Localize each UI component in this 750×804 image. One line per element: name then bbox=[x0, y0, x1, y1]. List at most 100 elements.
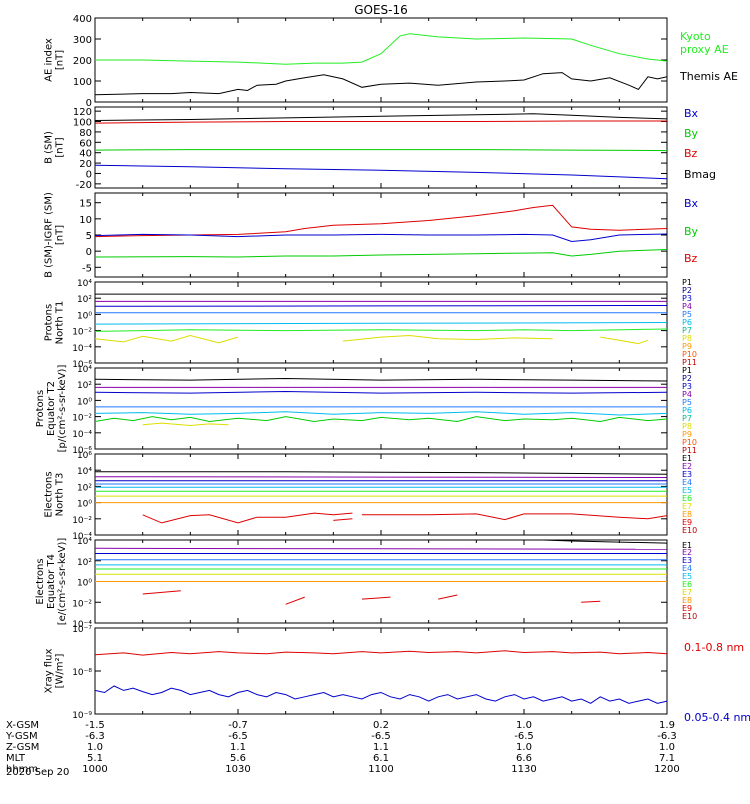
x-tick-label: 1130 bbox=[511, 764, 536, 775]
series-line-kyoto-proxy-ae bbox=[95, 34, 667, 64]
x-tick-label: 1200 bbox=[654, 764, 679, 775]
y-axis-label: North T3 bbox=[55, 473, 66, 517]
series-line-e2 bbox=[95, 477, 667, 478]
series-line-e9 bbox=[362, 597, 391, 599]
y-axis-label: [p/(cm²-s-sr-keV)] bbox=[57, 365, 68, 453]
x-axis-row-label: MLT bbox=[6, 753, 26, 764]
series-line-e9 bbox=[362, 514, 667, 520]
y-tick-label: 5 bbox=[86, 231, 92, 242]
series-line-e9 bbox=[286, 597, 305, 604]
x-axis-row-label: Y-GSM bbox=[5, 731, 38, 742]
y-tick-label: -5 bbox=[82, 263, 92, 274]
series-line-bx bbox=[95, 165, 667, 179]
series-line-e9 bbox=[143, 591, 181, 594]
panel-frame bbox=[95, 628, 667, 714]
legend-entry: Bx bbox=[684, 107, 699, 120]
series-line-themis-ae bbox=[95, 73, 667, 95]
y-axis-label: B (SM) bbox=[44, 131, 55, 164]
series-line-e1 bbox=[95, 472, 667, 475]
y-tick-label: 10² bbox=[77, 483, 92, 493]
legend-entry: By bbox=[684, 225, 699, 238]
y-tick-label: 400 bbox=[73, 14, 92, 25]
series-line-p8 bbox=[343, 336, 553, 342]
series-line-p7 bbox=[95, 417, 667, 422]
x-axis-row-label: X-GSM bbox=[6, 720, 39, 731]
x-tick-label: 0.2 bbox=[373, 720, 389, 731]
legend-entry: Bx bbox=[684, 197, 699, 210]
legend-entry: E10 bbox=[682, 526, 697, 535]
y-tick-label: 10⁴ bbox=[77, 365, 92, 375]
y-tick-label: 10⁻² bbox=[72, 328, 92, 338]
y-tick-label: 0 bbox=[86, 247, 92, 258]
series-line-p3 bbox=[95, 306, 667, 307]
legend-entry: Bmag bbox=[684, 168, 716, 181]
panel-frame bbox=[95, 454, 667, 535]
y-tick-label: 10⁰ bbox=[77, 397, 92, 407]
y-tick-label: 10⁻² bbox=[72, 599, 92, 609]
legend-entry: Themis AE bbox=[679, 70, 738, 83]
x-tick-label: 1.0 bbox=[516, 720, 532, 731]
y-axis-label: North T1 bbox=[55, 301, 66, 345]
y-axis-label: Xray flux bbox=[44, 649, 55, 694]
x-tick-label: 5.1 bbox=[87, 753, 103, 764]
legend-entry: Bz bbox=[684, 147, 698, 160]
y-tick-label: 10⁻² bbox=[72, 516, 92, 526]
y-axis-label: [e/(cm²-s-sr-keV)] bbox=[57, 538, 68, 626]
y-tick-label: 10⁰ bbox=[77, 311, 92, 321]
y-tick-label: 100 bbox=[73, 77, 92, 88]
date-label: 2020 Sep 20 bbox=[6, 767, 69, 778]
y-tick-label: 10⁻⁸ bbox=[72, 668, 92, 678]
legend-entry: Bz bbox=[684, 252, 698, 265]
series-line-by bbox=[95, 150, 667, 151]
y-axis-label: Electrons bbox=[44, 471, 55, 517]
y-tick-label: 200 bbox=[73, 56, 92, 67]
y-axis-label: Electrons bbox=[35, 558, 46, 604]
legend-entry: 0.1-0.8 nm bbox=[684, 641, 744, 654]
x-tick-label: 1.0 bbox=[659, 742, 675, 753]
legend-entry: By bbox=[684, 127, 699, 140]
x-tick-label: -6.5 bbox=[228, 731, 248, 742]
y-tick-label: 10⁴ bbox=[77, 537, 92, 547]
x-tick-label: 6.1 bbox=[373, 753, 389, 764]
x-axis-row-label: Z-GSM bbox=[6, 742, 39, 753]
y-tick-label: 20 bbox=[79, 159, 92, 170]
y-axis-label: Protons bbox=[35, 390, 46, 427]
x-tick-label: 7.1 bbox=[659, 753, 675, 764]
x-tick-label: -0.7 bbox=[228, 720, 248, 731]
y-tick-label: 60 bbox=[79, 138, 92, 149]
y-tick-label: 15 bbox=[79, 199, 92, 210]
series-line-e9 bbox=[143, 513, 353, 523]
y-tick-label: 0 bbox=[86, 169, 92, 180]
y-axis-label: B (SM)-IGRF (SM) bbox=[44, 192, 55, 278]
x-tick-label: 1.1 bbox=[373, 742, 389, 753]
x-tick-label: -6.5 bbox=[514, 731, 534, 742]
x-tick-label: 1.1 bbox=[230, 742, 246, 753]
x-tick-label: 1030 bbox=[225, 764, 250, 775]
series-line-e9 bbox=[333, 519, 352, 521]
figure-title: GOES-16 bbox=[354, 3, 408, 17]
y-tick-label: 10⁴ bbox=[77, 467, 92, 477]
y-tick-label: 40 bbox=[79, 149, 92, 160]
x-tick-label: 1.9 bbox=[659, 720, 675, 731]
series-line-bmag bbox=[95, 114, 667, 121]
y-axis-label: [nT] bbox=[55, 50, 66, 70]
y-tick-label: 100 bbox=[73, 118, 92, 129]
y-tick-label: 10⁻⁴ bbox=[72, 430, 92, 440]
legend-entry: proxy AE bbox=[680, 43, 729, 56]
x-tick-label: 1.0 bbox=[87, 742, 103, 753]
series-line-bz bbox=[95, 205, 667, 236]
series-line-p3 bbox=[95, 392, 667, 394]
y-tick-label: 10 bbox=[79, 215, 92, 226]
x-tick-label: -6.5 bbox=[371, 731, 391, 742]
x-tick-label: 6.6 bbox=[516, 753, 532, 764]
y-tick-label: 10² bbox=[77, 558, 92, 568]
x-tick-label: -6.3 bbox=[85, 731, 105, 742]
y-tick-label: 10⁻⁷ bbox=[72, 625, 92, 635]
series-line-bz bbox=[95, 121, 667, 123]
